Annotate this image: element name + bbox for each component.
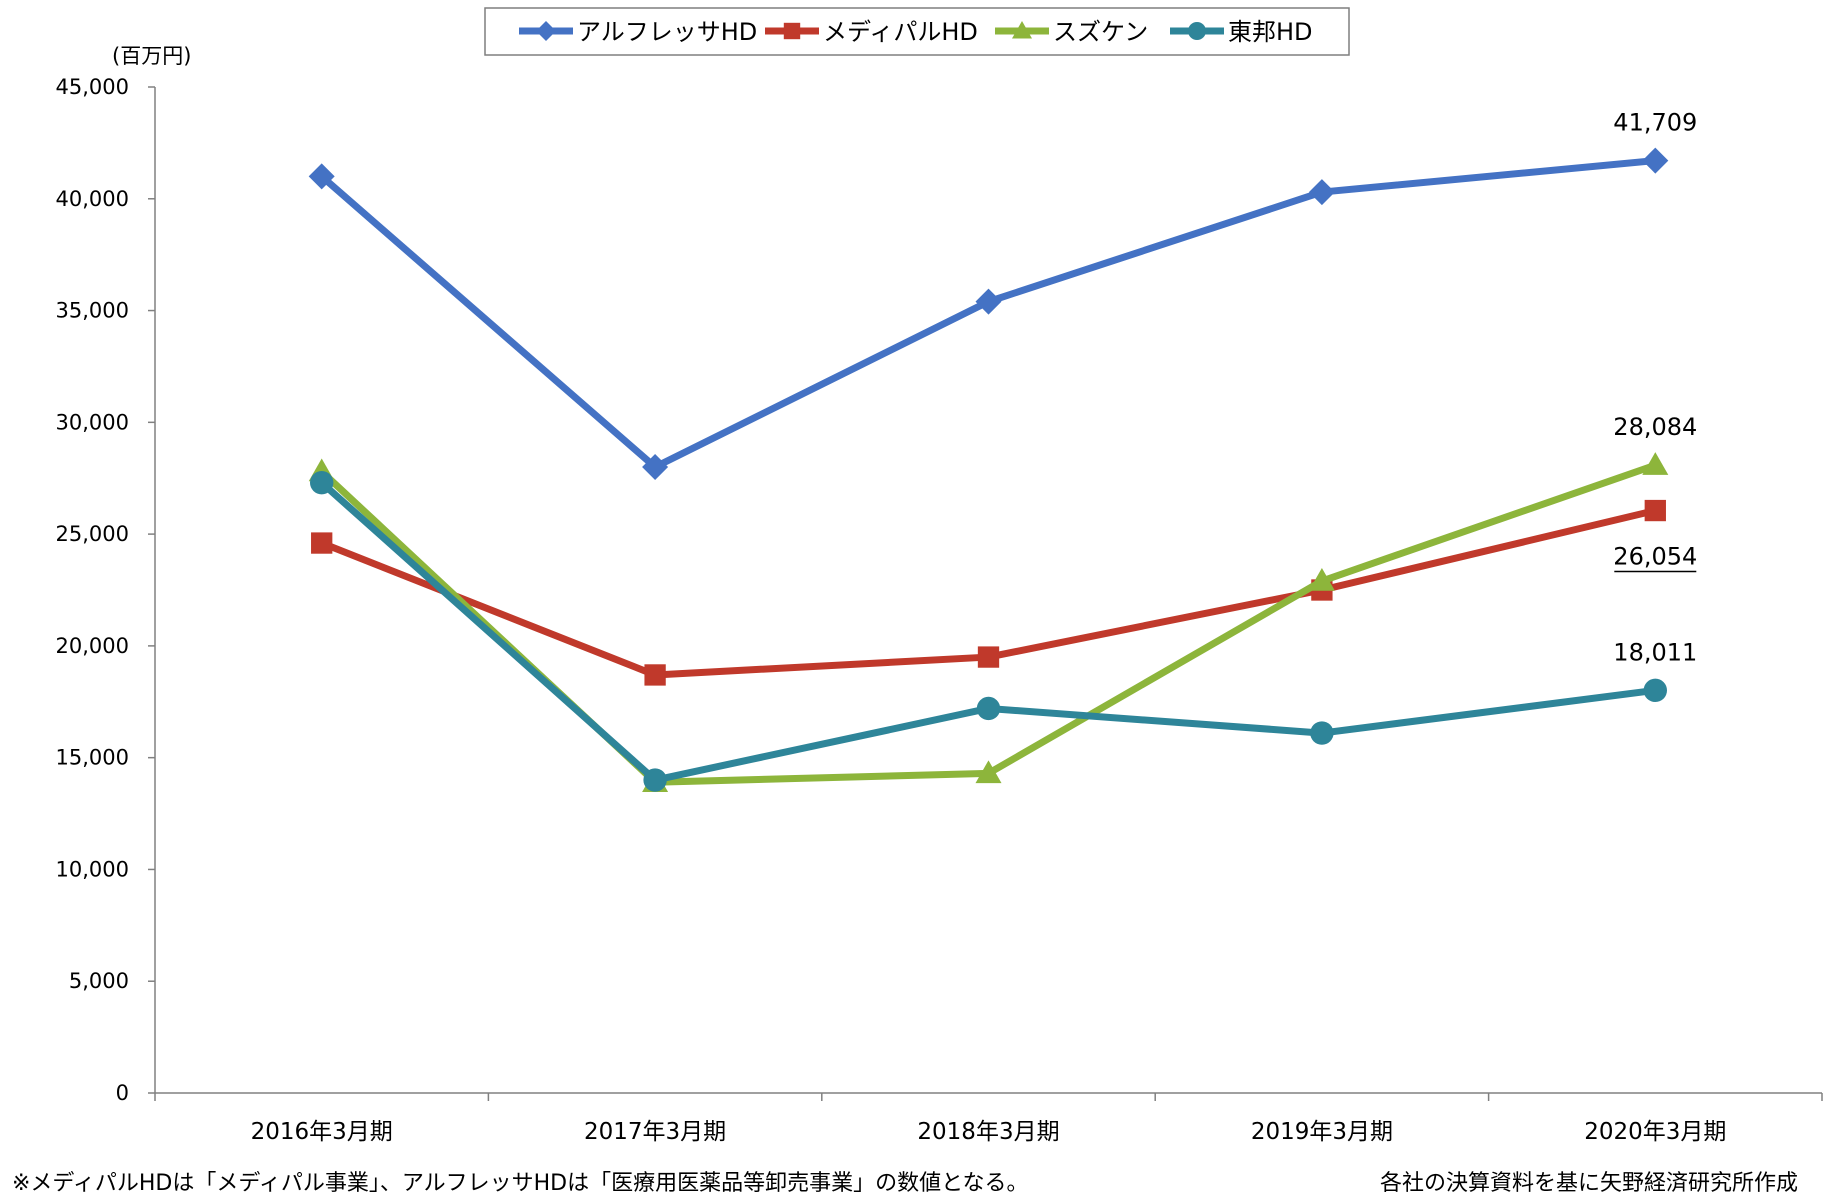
y-tick-label: 10,000: [56, 857, 129, 881]
data-point: [310, 470, 334, 495]
y-tick-label: 35,000: [56, 299, 129, 323]
y-tick-label: 5,000: [69, 969, 129, 993]
y-tick-label: 30,000: [56, 410, 129, 434]
legend-label: メディパルHD: [823, 18, 978, 46]
y-tick-label: 15,000: [56, 746, 129, 770]
legend-swatch-marker: [1012, 21, 1032, 39]
data-point: [1310, 721, 1334, 745]
x-tick-label: 2020年3月期: [1584, 1119, 1726, 1145]
series-layer: [308, 147, 1669, 793]
data-point: [976, 696, 1001, 721]
data-point: [1643, 678, 1668, 703]
legend: アルフレッサHD メディパルHD スズケン 東邦HD: [484, 7, 1350, 56]
data-point: [1308, 179, 1335, 206]
data-point: [975, 760, 1002, 784]
legend-item: アルフレッサHD: [519, 18, 757, 46]
y-tick-label: 0: [116, 1081, 129, 1105]
y-tick-label: 40,000: [56, 187, 129, 211]
legend-swatch-marker: [783, 22, 801, 40]
annotations: 41,709 28,084 26,054 18,011: [1613, 109, 1697, 667]
series-line: [318, 479, 1659, 784]
data-point: [1642, 147, 1669, 174]
data-point: [1642, 452, 1669, 475]
legend-label: アルフレッサHD: [577, 18, 757, 46]
legend-item: スズケン: [995, 18, 1148, 46]
data-label: 18,011: [1613, 638, 1697, 666]
legend-swatch-marker: [1188, 22, 1206, 40]
data-point: [643, 768, 667, 792]
legend-item: メディパルHD: [765, 18, 978, 46]
data-point: [642, 454, 669, 481]
y-tick-label: 25,000: [56, 522, 129, 546]
x-tick-label: 2017年3月期: [584, 1119, 726, 1145]
data-point: [1308, 568, 1335, 591]
legend-label: 東邦HD: [1228, 18, 1313, 46]
data-point: [1644, 499, 1666, 522]
axes: 0 5,000 10,000 15,000 20,000 25,000 30,000 35,0…: [56, 75, 1823, 1145]
series-1: [308, 147, 1669, 481]
unit-label: (百万円): [112, 44, 191, 68]
footnote-left: ※メディパルHDは「メディパル事業」、アルフレッサHDは「医療用医薬品等卸売事業…: [12, 1171, 1028, 1196]
x-tick-label: 2016年3月期: [251, 1119, 393, 1145]
data-label: 28,084: [1613, 413, 1697, 441]
y-tick-label: 20,000: [56, 634, 129, 658]
data-point: [644, 664, 666, 686]
data-label: 26,054: [1613, 543, 1697, 571]
x-tick-label: 2019年3月期: [1251, 1119, 1393, 1145]
data-point: [311, 532, 333, 554]
data-point: [975, 288, 1002, 315]
y-tick-label: 45,000: [56, 75, 129, 99]
source-note: 各社の決算資料を基に矢野経済研究所作成: [1380, 1171, 1798, 1196]
legend-label: スズケン: [1053, 18, 1148, 46]
data-point: [977, 646, 1000, 668]
legend-item: 東邦HD: [1170, 18, 1313, 46]
series-4: [310, 470, 1668, 792]
data-label: 41,709: [1613, 109, 1697, 137]
legend-swatch-marker: [536, 21, 556, 41]
x-tick-label: 2018年3月期: [917, 1119, 1059, 1145]
data-point: [308, 163, 335, 190]
